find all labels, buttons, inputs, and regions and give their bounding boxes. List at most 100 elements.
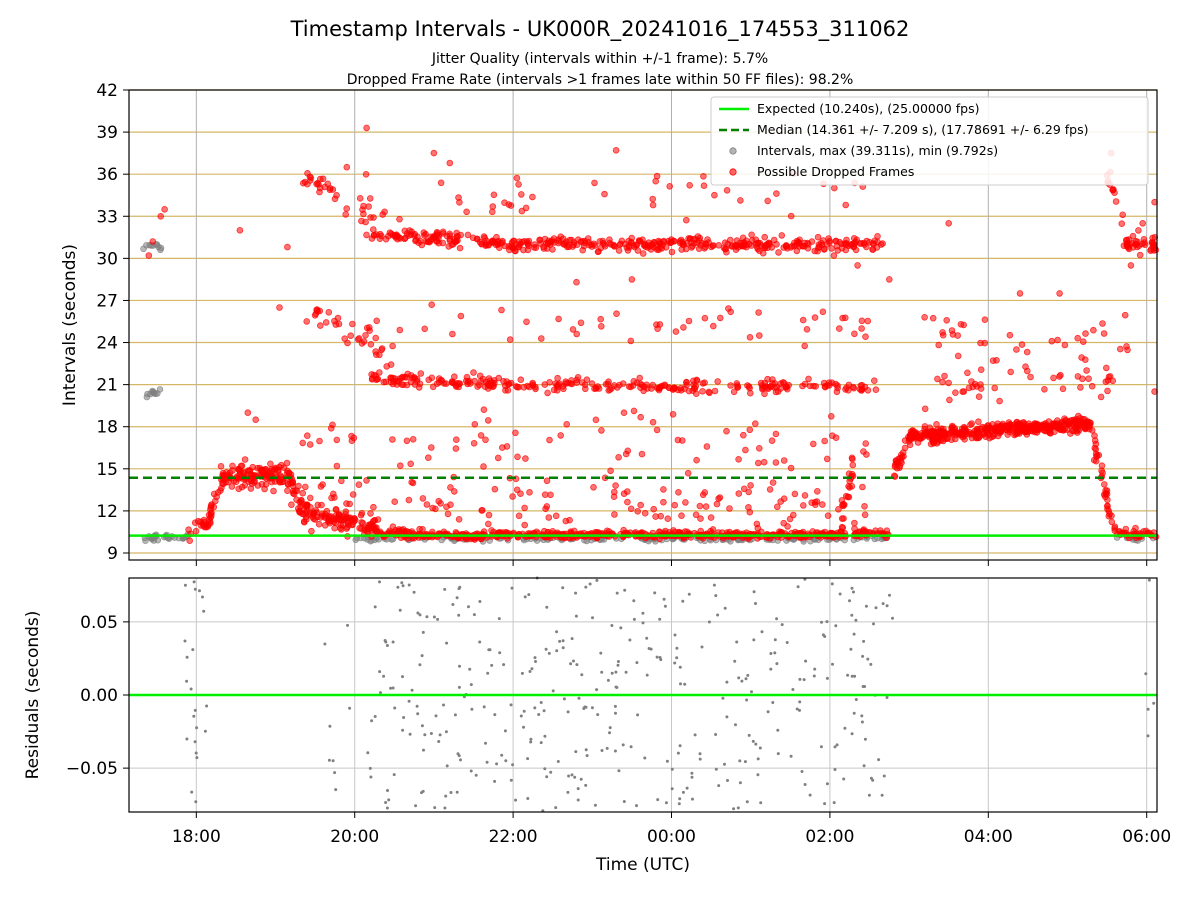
dropped-frame-point xyxy=(476,372,484,380)
dropped-frame-point xyxy=(373,317,381,325)
dropped-frame-point xyxy=(328,494,335,502)
dropped-frame-point xyxy=(627,505,635,513)
dropped-frame-point xyxy=(773,503,781,511)
residual-point xyxy=(474,773,478,777)
residual-point xyxy=(401,728,405,732)
dropped-frame-point xyxy=(690,384,698,392)
residual-point xyxy=(712,583,716,587)
dropped-frame-point xyxy=(839,501,846,509)
dropped-frame-point xyxy=(574,373,582,381)
dropped-frame-point xyxy=(1091,432,1098,440)
dropped-frame-point xyxy=(701,489,709,496)
dropped-frame-point xyxy=(592,416,600,424)
dropped-frame-point xyxy=(464,380,471,388)
dropped-frame-point xyxy=(339,521,347,529)
dropped-frame-point xyxy=(427,444,435,451)
residual-point xyxy=(645,673,649,677)
dropped-frame-point xyxy=(579,246,586,254)
dropped-frame-point xyxy=(517,376,525,384)
residual-point xyxy=(195,726,199,730)
residual-point xyxy=(891,616,894,620)
residual-point xyxy=(853,674,857,678)
residual-point xyxy=(608,726,612,730)
dropped-frame-point xyxy=(322,319,330,326)
dropped-frame-point xyxy=(891,463,899,471)
dropped-frame-point xyxy=(745,503,752,511)
dropped-frame-point xyxy=(455,194,462,201)
residual-point xyxy=(510,586,514,590)
residual-point xyxy=(183,639,187,643)
residual-point xyxy=(655,655,659,659)
dropped-frame-point xyxy=(557,432,564,439)
dropped-frame-point xyxy=(755,444,763,452)
top-axis-ticks: 9 12 15 18 21 24 27 30 33 36 39 42 xyxy=(96,81,1148,566)
residual-point xyxy=(846,673,850,677)
dropped-frame-point xyxy=(295,482,302,490)
dropped-frame-point xyxy=(450,488,458,495)
dropped-frame-point xyxy=(869,246,877,253)
dropped-frame-point xyxy=(675,488,682,496)
residual-point xyxy=(561,639,565,643)
dropped-frame-point xyxy=(954,332,961,339)
residual-point xyxy=(529,740,533,744)
dropped-frame-point xyxy=(620,409,628,417)
dropped-frame-point xyxy=(766,486,774,493)
residual-point xyxy=(467,605,470,609)
dropped-frame-point xyxy=(686,182,693,189)
dropped-frame-point xyxy=(405,232,413,239)
residual-point xyxy=(574,614,578,618)
dropped-frame-point xyxy=(567,380,574,387)
dropped-frame-point xyxy=(381,208,388,216)
dropped-frame-point xyxy=(921,423,929,430)
dropped-frame-point xyxy=(541,381,549,388)
dropped-frame-point xyxy=(745,488,752,496)
residual-point xyxy=(384,801,388,804)
dropped-frame-point xyxy=(1149,234,1156,242)
dropped-frame-point xyxy=(161,206,168,213)
dropped-frame-point xyxy=(324,518,332,525)
dropped-frame-point xyxy=(1123,236,1131,244)
dropped-frame-point xyxy=(205,521,212,528)
dropped-frame-point xyxy=(754,239,762,247)
residual-point xyxy=(195,756,199,760)
residual-point xyxy=(389,686,393,690)
residual-point xyxy=(574,750,578,754)
dropped-frame-point xyxy=(834,247,842,254)
dropped-frame-point xyxy=(306,494,314,502)
residual-point xyxy=(716,613,720,617)
residual-point xyxy=(436,617,440,621)
dropped-frame-point xyxy=(1122,525,1130,533)
dropped-frame-point xyxy=(823,455,831,463)
dropped-frame-point xyxy=(630,407,638,415)
residual-point xyxy=(789,754,793,758)
residual-point xyxy=(596,713,600,717)
dropped-frame-point xyxy=(754,245,762,253)
residual-point xyxy=(819,745,823,749)
dropped-frame-point xyxy=(370,231,378,239)
dropped-frame-point xyxy=(1101,481,1108,488)
dropped-frame-point xyxy=(863,451,870,458)
x-tick-label: 06:00 xyxy=(1122,827,1171,847)
residual-point xyxy=(622,800,626,803)
dropped-frame-point xyxy=(751,420,759,428)
residual-point xyxy=(850,732,854,736)
dropped-frame-point xyxy=(537,335,545,342)
residual-point xyxy=(885,696,889,699)
residual-point xyxy=(502,663,506,667)
dropped-frame-point xyxy=(996,397,1003,405)
bottom-y-axis-label: Residuals (seconds) xyxy=(23,611,43,780)
dropped-frame-point xyxy=(707,514,715,521)
dropped-frame-point xyxy=(1016,290,1024,297)
dropped-frame-point xyxy=(842,246,850,254)
residual-point xyxy=(412,590,416,594)
dropped-frame-point xyxy=(697,515,704,522)
dropped-frame-point xyxy=(447,484,454,491)
dropped-frame-point xyxy=(939,329,946,336)
dropped-frame-point xyxy=(1083,367,1090,374)
residual-point xyxy=(738,759,742,763)
residual-point xyxy=(798,677,802,681)
residual-point xyxy=(453,713,457,717)
residual-point xyxy=(614,711,617,715)
dropped-frame-point xyxy=(746,426,754,434)
residual-point xyxy=(547,651,551,655)
